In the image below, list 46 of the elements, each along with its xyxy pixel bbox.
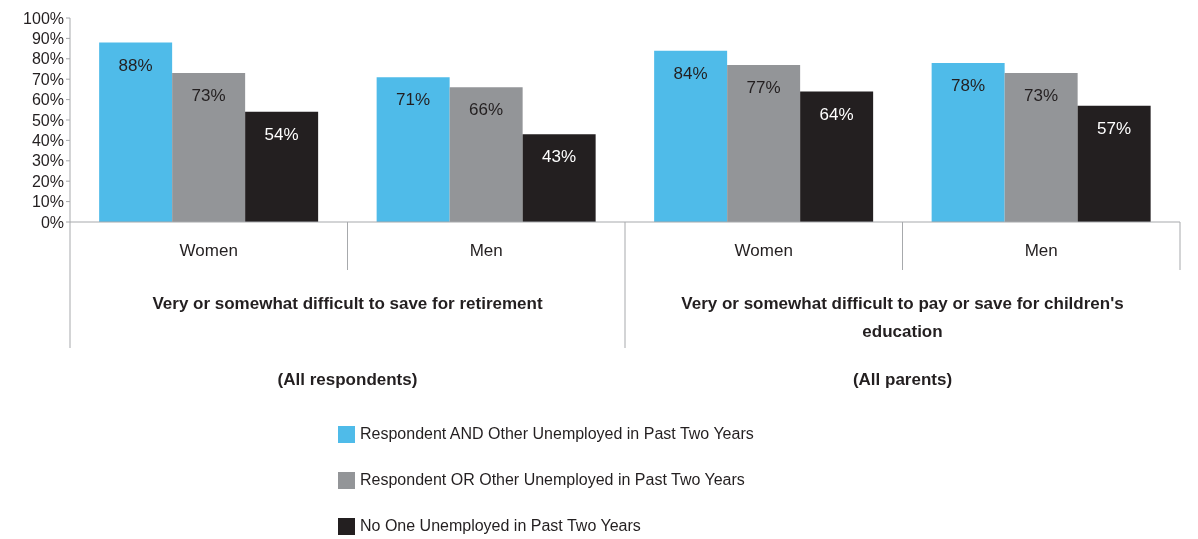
x-tick-label: Women — [179, 241, 238, 260]
bar — [654, 50, 728, 222]
data-label: 54% — [264, 124, 299, 144]
legend-label: Respondent OR Other Unemployed in Past Two Years — [360, 471, 745, 489]
bar — [800, 91, 874, 222]
y-tick-label: 90% — [31, 30, 64, 48]
y-tick-label: 80% — [31, 50, 64, 68]
text: (All respondents) — [276, 369, 419, 391]
y-tick-label: 0% — [40, 213, 64, 231]
data-label: 77% — [746, 77, 781, 97]
bar — [727, 64, 801, 222]
y-tick-label: 20% — [31, 172, 64, 190]
bar — [931, 62, 1005, 222]
bar — [376, 77, 450, 222]
y-tick-label: 40% — [31, 132, 64, 150]
data-label: 84% — [673, 63, 708, 83]
bar — [522, 134, 596, 222]
y-tick-label: 70% — [31, 70, 64, 88]
bar — [172, 73, 246, 222]
data-label: 66% — [469, 100, 504, 120]
y-tick-label: 10% — [31, 193, 64, 211]
x-tick-label: Men — [469, 241, 503, 260]
bar — [449, 87, 523, 222]
y-tick-label: 100% — [23, 9, 64, 27]
bar — [245, 111, 319, 222]
text: Very or somewhat difficult to save for retirement — [151, 293, 544, 315]
data-label: 88% — [118, 55, 153, 75]
y-tick-label: 50% — [31, 111, 64, 129]
data-label: 43% — [542, 147, 577, 167]
y-tick-label: 60% — [31, 91, 64, 109]
legend-label: No One Unemployed in Past Two Years — [360, 517, 641, 535]
data-label: 78% — [951, 75, 986, 95]
y-tick-label: 30% — [31, 152, 64, 170]
bar — [1077, 105, 1151, 222]
text: (All parents) — [851, 369, 954, 391]
data-label: 64% — [819, 104, 854, 124]
bar — [99, 42, 173, 222]
data-label: 73% — [191, 86, 226, 106]
text: Very or somewhat difficult to pay or save for children's education — [680, 293, 1125, 343]
x-tick-label: Women — [734, 241, 793, 260]
data-label: 73% — [1024, 86, 1059, 106]
legend-label: Respondent AND Other Unemployed in Past Two Years — [360, 425, 754, 443]
x-tick-label: Men — [1024, 241, 1058, 260]
data-label: 71% — [396, 90, 431, 110]
data-label: 57% — [1097, 118, 1132, 138]
bar — [1004, 73, 1078, 222]
